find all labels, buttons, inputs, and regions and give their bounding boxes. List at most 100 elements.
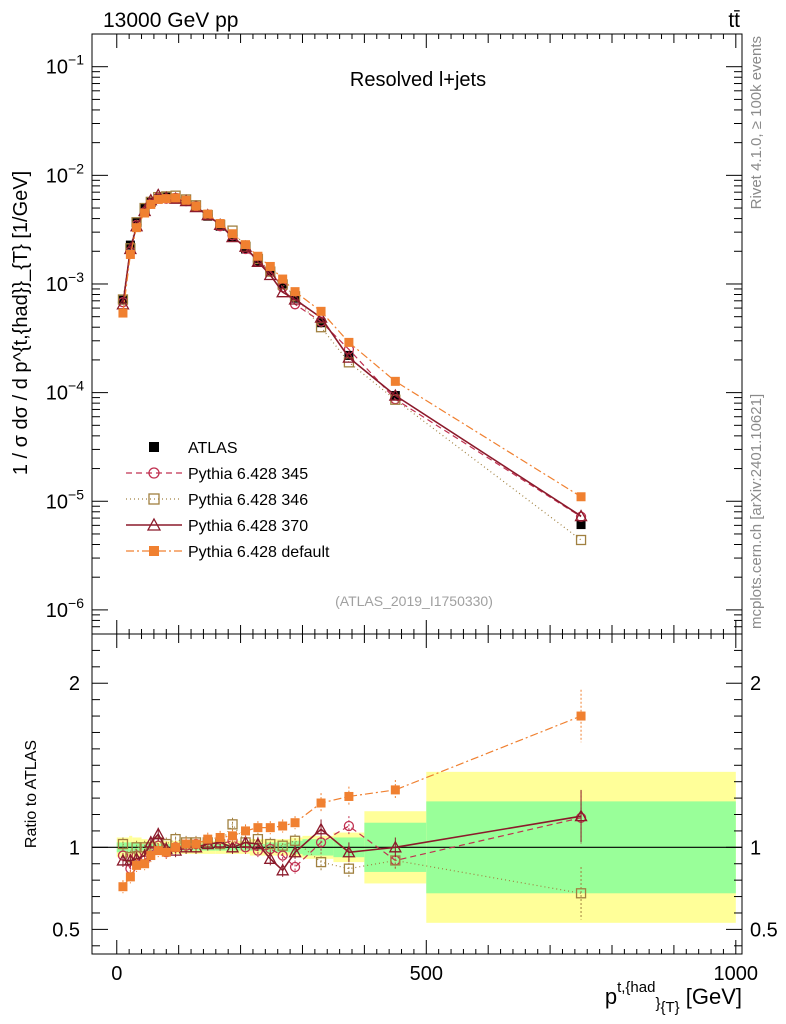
marker-square xyxy=(265,823,275,833)
marker-square xyxy=(253,251,263,261)
ratio-tick-label-right: 2 xyxy=(750,673,761,695)
marker-triangle xyxy=(276,863,290,876)
marker-square xyxy=(118,882,128,892)
marker-square xyxy=(146,851,156,861)
legend-label: Pythia 6.428 346 xyxy=(188,492,308,509)
y-axis-label-text: 1 / σ dσ / d p^{t,{had}}_{T} [1/GeV] xyxy=(10,171,32,475)
marker-square xyxy=(125,249,135,259)
legend: ATLAS Pythia 6.428 345 Pythia 6.428 346 Pyt… xyxy=(126,440,330,561)
marker-circle xyxy=(575,511,587,522)
marker-square xyxy=(171,842,181,852)
marker-triangle xyxy=(342,350,356,363)
ratio-tick-label-right: 1 xyxy=(750,837,761,859)
marker-square xyxy=(132,217,142,227)
marker-square xyxy=(344,350,354,360)
marker-open-square xyxy=(575,534,587,546)
y-tick-base: 10 xyxy=(46,491,68,513)
marker-square xyxy=(278,274,288,284)
marker-square xyxy=(140,208,150,218)
marker-circle xyxy=(277,850,288,861)
marker-triangle xyxy=(314,310,328,323)
x-tick-label: 0 xyxy=(111,963,122,985)
series-4 xyxy=(118,193,586,894)
plot-title: Resolved l+jets xyxy=(350,69,486,91)
x-axis-label-main: p xyxy=(605,984,617,1009)
marker-square xyxy=(146,199,156,209)
y-tick-label: 10−5 xyxy=(46,486,84,513)
legend-label: Pythia 6.428 370 xyxy=(188,518,308,535)
y-tick-label: 10−6 xyxy=(46,595,84,622)
marker-open-square xyxy=(117,838,129,850)
marker-square xyxy=(140,859,150,869)
y-tick-base: 10 xyxy=(46,165,68,187)
x-axis-label: pt,{had}{T} [GeV] xyxy=(605,979,742,1016)
marker-circle xyxy=(289,861,301,873)
marker-triangle xyxy=(225,840,240,853)
marker-square xyxy=(253,823,263,833)
marker-square xyxy=(149,442,159,452)
mcplots-label: mcplots.cern.ch [arXiv:2401.10621] xyxy=(748,394,765,629)
marker-square xyxy=(278,280,288,290)
marker-open-square xyxy=(289,835,301,846)
marker-triangle xyxy=(263,268,277,281)
marker-square xyxy=(344,337,354,347)
y-tick-label: 10−1 xyxy=(46,52,84,79)
marker-square xyxy=(265,261,275,271)
x-axis-label-sub: } xyxy=(655,995,660,1012)
marker-square xyxy=(171,193,181,203)
marker-circle xyxy=(343,820,355,832)
rivet-label: Rivet 4.1.0, ≥ 100k events xyxy=(748,36,765,209)
marker-square xyxy=(153,846,163,856)
marker-square xyxy=(125,872,135,882)
marker-triangle xyxy=(388,840,402,853)
marker-square xyxy=(228,831,238,841)
marker-square xyxy=(161,194,171,204)
marker-triangle xyxy=(288,292,302,305)
marker-triangle xyxy=(574,509,588,522)
y-tick-exp: −3 xyxy=(68,269,84,285)
marker-square xyxy=(191,201,201,211)
marker-open-square xyxy=(131,842,142,853)
marker-open-square xyxy=(343,863,355,874)
ratio-frame xyxy=(91,633,743,955)
marker-square xyxy=(290,818,300,828)
y-axis-label: 1 / σ dσ / d p^{t,{had}}_{T} [1/GeV] xyxy=(10,171,32,475)
header-left: 13000 GeV pp xyxy=(103,9,238,32)
marker-square xyxy=(290,293,300,303)
marker-square xyxy=(241,826,251,836)
marker-open-square xyxy=(575,888,587,899)
x-axis-label-sup: t,{had xyxy=(617,979,655,996)
marker-open-square xyxy=(277,840,288,851)
x-axis-label-unit: [GeV] xyxy=(680,984,742,1009)
marker-square xyxy=(203,209,213,219)
y-tick-base: 10 xyxy=(46,274,68,296)
x-tick-label: 500 xyxy=(410,963,443,985)
y-tick-exp: −5 xyxy=(68,486,84,502)
y-tick-exp: −2 xyxy=(68,160,84,176)
marker-square xyxy=(316,306,326,316)
marker-square xyxy=(390,376,400,386)
series-layer xyxy=(116,188,588,920)
marker-square xyxy=(161,847,171,857)
ratio-tick-label-left: 1 xyxy=(69,837,80,859)
marker-triangle xyxy=(314,822,328,835)
marker-square xyxy=(344,791,354,801)
legend-label: Pythia 6.428 default xyxy=(188,544,330,561)
marker-square xyxy=(181,839,191,849)
marker-triangle xyxy=(251,837,265,850)
ratio-tick-label-left: 0.5 xyxy=(52,919,80,941)
y-tick-exp: −1 xyxy=(68,52,84,68)
marker-open-square xyxy=(227,819,238,830)
legend-label: Pythia 6.428 345 xyxy=(188,466,308,483)
header-right: tt̄ xyxy=(728,9,740,32)
axis-ticks xyxy=(92,33,742,954)
marker-triangle xyxy=(276,285,290,298)
y-tick-label: 10−3 xyxy=(46,269,84,296)
y-tick-base: 10 xyxy=(46,57,68,79)
marker-triangle xyxy=(116,853,130,866)
marker-square xyxy=(191,839,201,849)
marker-triangle xyxy=(574,809,588,822)
marker-square xyxy=(228,229,238,239)
